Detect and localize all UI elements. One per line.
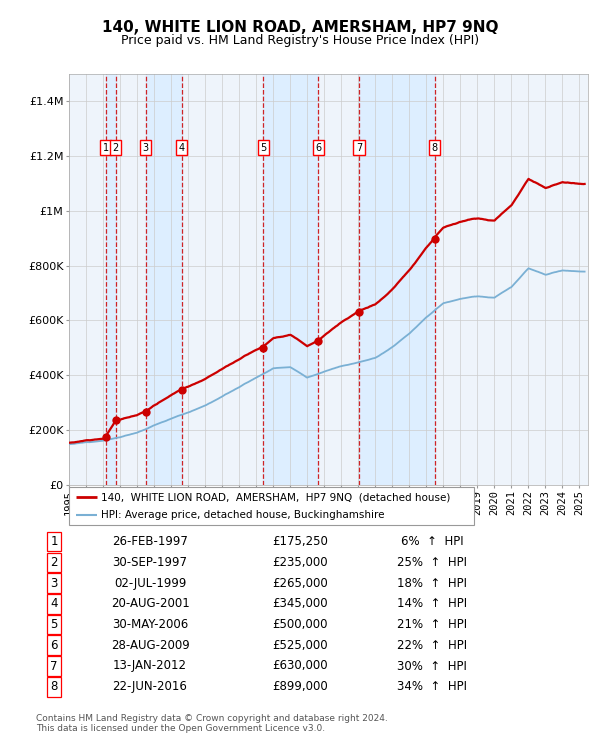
- Text: 30%  ↑  HPI: 30% ↑ HPI: [397, 659, 467, 673]
- Text: 4: 4: [179, 143, 185, 153]
- Text: 28-AUG-2009: 28-AUG-2009: [110, 639, 190, 652]
- Text: 3: 3: [50, 576, 58, 590]
- Text: Price paid vs. HM Land Registry's House Price Index (HPI): Price paid vs. HM Land Registry's House …: [121, 34, 479, 47]
- Text: 30-SEP-1997: 30-SEP-1997: [113, 556, 187, 569]
- Text: 20-AUG-2001: 20-AUG-2001: [110, 597, 190, 610]
- Text: 1: 1: [103, 143, 109, 153]
- Text: 2: 2: [50, 556, 58, 569]
- Text: £525,000: £525,000: [272, 639, 328, 652]
- Text: 1: 1: [50, 535, 58, 548]
- Text: £630,000: £630,000: [272, 659, 328, 673]
- Text: 34%  ↑  HPI: 34% ↑ HPI: [397, 680, 467, 693]
- Text: 30-MAY-2006: 30-MAY-2006: [112, 618, 188, 631]
- Text: 8: 8: [50, 680, 58, 693]
- Text: 6: 6: [50, 639, 58, 652]
- Text: £345,000: £345,000: [272, 597, 328, 610]
- Bar: [106, 74, 116, 485]
- Text: £235,000: £235,000: [272, 556, 328, 569]
- Text: 22-JUN-2016: 22-JUN-2016: [113, 680, 187, 693]
- Text: 6: 6: [316, 143, 322, 153]
- Text: 13-JAN-2012: 13-JAN-2012: [113, 659, 187, 673]
- Bar: [146, 74, 182, 485]
- Text: £265,000: £265,000: [272, 576, 328, 590]
- Text: 5: 5: [50, 618, 58, 631]
- Text: 140, WHITE LION ROAD, AMERSHAM, HP7 9NQ: 140, WHITE LION ROAD, AMERSHAM, HP7 9NQ: [102, 20, 498, 35]
- Text: 21%  ↑  HPI: 21% ↑ HPI: [397, 618, 467, 631]
- Text: 8: 8: [431, 143, 437, 153]
- Bar: [359, 74, 434, 485]
- Text: 6%  ↑  HPI: 6% ↑ HPI: [401, 535, 463, 548]
- Text: 26-FEB-1997: 26-FEB-1997: [112, 535, 188, 548]
- Bar: [263, 74, 319, 485]
- Text: £175,250: £175,250: [272, 535, 328, 548]
- Text: 3: 3: [143, 143, 149, 153]
- Text: £500,000: £500,000: [272, 618, 328, 631]
- Text: 4: 4: [50, 597, 58, 610]
- Text: 7: 7: [50, 659, 58, 673]
- Text: 14%  ↑  HPI: 14% ↑ HPI: [397, 597, 467, 610]
- Text: £899,000: £899,000: [272, 680, 328, 693]
- Text: 25%  ↑  HPI: 25% ↑ HPI: [397, 556, 467, 569]
- Text: HPI: Average price, detached house, Buckinghamshire: HPI: Average price, detached house, Buck…: [101, 510, 385, 520]
- Text: Contains HM Land Registry data © Crown copyright and database right 2024.
This d: Contains HM Land Registry data © Crown c…: [36, 714, 388, 733]
- Text: 22%  ↑  HPI: 22% ↑ HPI: [397, 639, 467, 652]
- Text: 18%  ↑  HPI: 18% ↑ HPI: [397, 576, 467, 590]
- FancyBboxPatch shape: [69, 487, 474, 525]
- Text: 140,  WHITE LION ROAD,  AMERSHAM,  HP7 9NQ  (detached house): 140, WHITE LION ROAD, AMERSHAM, HP7 9NQ …: [101, 492, 451, 502]
- Text: 2: 2: [113, 143, 119, 153]
- Text: 7: 7: [356, 143, 362, 153]
- Text: 02-JUL-1999: 02-JUL-1999: [114, 576, 186, 590]
- Text: 5: 5: [260, 143, 266, 153]
